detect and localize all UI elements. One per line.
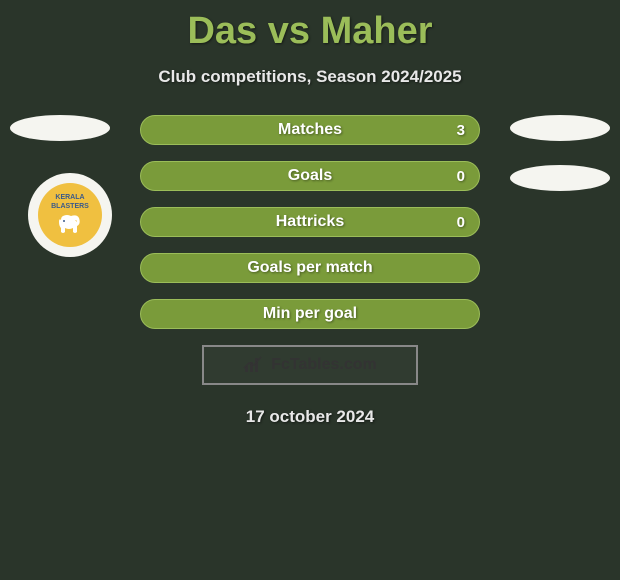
club-logo-text-1: KERALA: [55, 194, 84, 201]
watermark-box[interactable]: FcTables.com: [202, 345, 418, 385]
watermark-text: FcTables.com: [271, 356, 377, 374]
club-logo-kerala-blasters: KERALA BLASTERS: [38, 183, 102, 247]
stat-bar-goals: Goals 0: [140, 161, 480, 191]
stat-label: Goals per match: [247, 259, 372, 277]
stat-bar-hattricks: Hattricks 0: [140, 207, 480, 237]
stat-bar-goals-per-match: Goals per match: [140, 253, 480, 283]
stat-label: Min per goal: [263, 305, 357, 323]
stat-bar-min-per-goal: Min per goal: [140, 299, 480, 329]
comparison-area: KERALA BLASTERS Matches 3 Goals 0 Hattri…: [0, 115, 620, 427]
player-left-badge-placeholder: [10, 115, 110, 141]
club-logo-text-2: BLASTERS: [51, 203, 89, 210]
stat-label: Hattricks: [276, 213, 344, 231]
bar-chart-icon: [243, 356, 265, 374]
stat-bar-matches: Matches 3: [140, 115, 480, 145]
club-badge-left: KERALA BLASTERS: [28, 173, 112, 257]
stat-row: Min per goal: [0, 299, 620, 329]
page-title: Das vs Maher: [0, 0, 620, 53]
stat-right-value: 3: [457, 122, 465, 139]
stat-right-value: 0: [457, 214, 465, 231]
player-right-badge-placeholder-1: [510, 115, 610, 141]
elephant-icon: [55, 212, 85, 236]
date-text: 17 october 2024: [0, 407, 620, 427]
player-right-badge-placeholder-2: [510, 165, 610, 191]
stat-label: Goals: [288, 167, 332, 185]
subtitle: Club competitions, Season 2024/2025: [0, 67, 620, 87]
stat-label: Matches: [278, 121, 342, 139]
stat-right-value: 0: [457, 168, 465, 185]
stat-row: Goals per match: [0, 253, 620, 283]
